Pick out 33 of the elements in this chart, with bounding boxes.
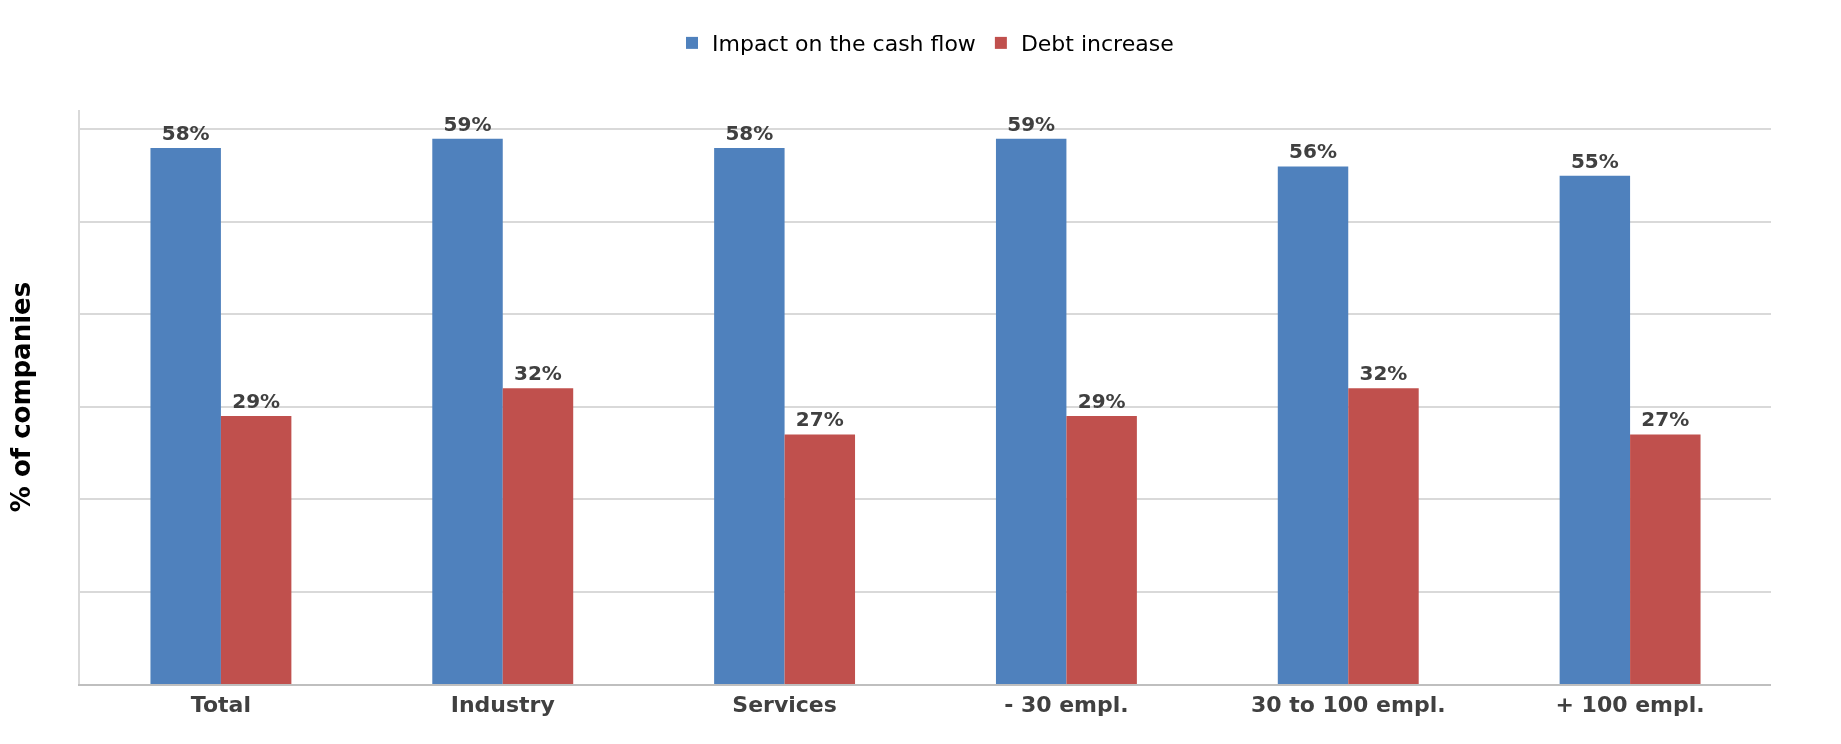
- data-label: 29%: [1077, 388, 1126, 413]
- x-tick-label: 30 to 100 empl.: [1250, 692, 1446, 718]
- bar: [714, 147, 785, 684]
- data-label: 29%: [232, 388, 281, 413]
- data-label: 58%: [161, 120, 210, 145]
- data-label: 59%: [443, 111, 492, 136]
- data-label: 32%: [1359, 361, 1408, 386]
- x-tick-label: Services: [732, 692, 837, 718]
- legend-label: Impact on the cash flow: [712, 31, 976, 57]
- bar: [220, 415, 292, 684]
- bar: [995, 138, 1067, 684]
- bar: [1277, 166, 1349, 684]
- data-label: 59%: [1007, 111, 1056, 136]
- bar: [150, 147, 221, 684]
- data-label: 58%: [725, 120, 774, 145]
- bar: [784, 434, 856, 684]
- x-tick-label: Total: [190, 692, 251, 718]
- x-tick-label: Industry: [450, 692, 555, 718]
- legend-label: Debt increase: [1020, 31, 1174, 57]
- x-tick-label: + 100 empl.: [1555, 692, 1705, 718]
- data-label: 27%: [1641, 407, 1690, 432]
- data-label: 32%: [514, 361, 562, 386]
- x-tick-label: - 30 empl.: [1004, 692, 1129, 718]
- data-label: 55%: [1570, 148, 1619, 173]
- bar: [1066, 415, 1137, 684]
- bar: [502, 388, 574, 684]
- bar: [1559, 175, 1631, 684]
- bar: [432, 138, 503, 684]
- bar: [1630, 434, 1701, 684]
- bar: [1348, 388, 1419, 684]
- data-label: 56%: [1289, 139, 1337, 164]
- data-label: 27%: [795, 407, 844, 432]
- y-axis-title: % of companies: [6, 281, 36, 513]
